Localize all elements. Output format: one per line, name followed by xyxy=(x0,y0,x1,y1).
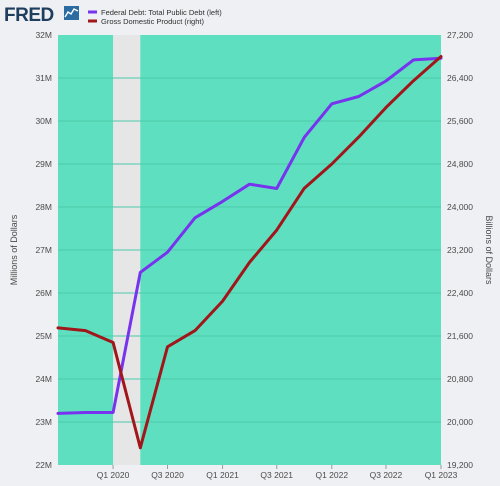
x-tick-label: Q1 2021 xyxy=(206,470,239,480)
data-point xyxy=(330,163,333,165)
x-tick-label: Q1 2022 xyxy=(315,470,348,480)
right-tick-label: 23,200 xyxy=(447,245,473,255)
right-tick-label: 25,600 xyxy=(447,116,473,126)
data-point xyxy=(221,300,224,302)
right-tick-label: 27,200 xyxy=(447,30,473,40)
right-tick-label: 20,000 xyxy=(447,417,473,427)
data-point xyxy=(440,55,442,58)
data-point xyxy=(412,79,415,82)
data-point xyxy=(84,411,87,414)
right-tick-label: 24,000 xyxy=(447,202,473,212)
data-point xyxy=(57,327,59,329)
data-point xyxy=(248,261,251,264)
left-axis: 22M 23M 24M 25M 26M 27M 28M 29M 30M 31M 32M xyxy=(35,30,52,470)
data-point xyxy=(330,102,333,105)
data-point xyxy=(303,136,306,139)
data-point xyxy=(248,183,251,186)
data-point xyxy=(357,136,360,139)
left-tick-label: 25M xyxy=(35,331,52,341)
data-point xyxy=(385,80,387,82)
left-tick-label: 28M xyxy=(35,202,52,212)
data-point xyxy=(275,229,278,232)
left-tick-label: 26M xyxy=(35,288,52,298)
right-tick-label: 21,600 xyxy=(447,331,473,341)
left-axis-title: Millions of Dollars xyxy=(9,214,19,285)
right-axis-title: Billions of Dollars xyxy=(484,215,494,285)
fred-logo-chart-icon xyxy=(64,6,79,20)
x-tick-label: Q3 2020 xyxy=(151,470,184,480)
data-point xyxy=(357,95,360,98)
left-tick-label: 24M xyxy=(35,374,52,384)
fred-logo[interactable]: FRED xyxy=(4,5,79,26)
data-point xyxy=(303,187,306,190)
left-tick-label: 32M xyxy=(35,30,52,40)
x-tick-label: Q1 2020 xyxy=(97,470,130,480)
x-tick-label: Q1 2023 xyxy=(425,470,458,480)
legend-label-1: Gross Domestic Product (right) xyxy=(101,17,204,26)
data-point xyxy=(412,59,415,61)
data-point xyxy=(166,251,169,254)
fred-logo-text: FRED xyxy=(4,5,54,26)
x-tick-label: Q3 2022 xyxy=(370,470,403,480)
data-point xyxy=(57,412,59,415)
left-tick-label: 30M xyxy=(35,116,52,126)
legend: Federal Debt: Total Public Debt (left) G… xyxy=(88,8,222,26)
left-tick-label: 23M xyxy=(35,417,52,427)
right-tick-label: 20,800 xyxy=(447,374,473,384)
left-tick-label: 27M xyxy=(35,245,52,255)
right-tick-label: 24,800 xyxy=(447,159,473,169)
data-point xyxy=(166,345,169,348)
legend-label-0: Federal Debt: Total Public Debt (left) xyxy=(101,8,222,17)
gridlines xyxy=(58,77,441,423)
left-tick-label: 22M xyxy=(35,460,52,470)
data-point xyxy=(112,411,114,414)
x-tick-label: Q3 2021 xyxy=(260,470,293,480)
data-point xyxy=(194,216,196,219)
data-point xyxy=(112,341,114,344)
right-tick-label: 22,400 xyxy=(447,288,473,298)
left-tick-label: 31M xyxy=(35,73,52,83)
data-point xyxy=(194,329,196,332)
right-tick-label: 19,200 xyxy=(447,460,473,470)
data-point xyxy=(275,187,278,190)
data-point xyxy=(84,329,87,332)
data-point xyxy=(139,446,142,449)
series-layer xyxy=(56,55,443,450)
right-tick-label: 26,400 xyxy=(447,73,473,83)
right-axis: 19,200 20,000 20,800 21,600 22,400 23,200 24,0… xyxy=(447,30,473,470)
x-axis: Q1 2020 Q3 2020 Q1 2021 Q3 2021 Q1 2022 Q3 20… xyxy=(97,465,458,480)
data-point xyxy=(139,271,142,274)
data-point xyxy=(221,200,224,203)
data-point xyxy=(385,106,387,109)
left-tick-label: 29M xyxy=(35,159,52,169)
